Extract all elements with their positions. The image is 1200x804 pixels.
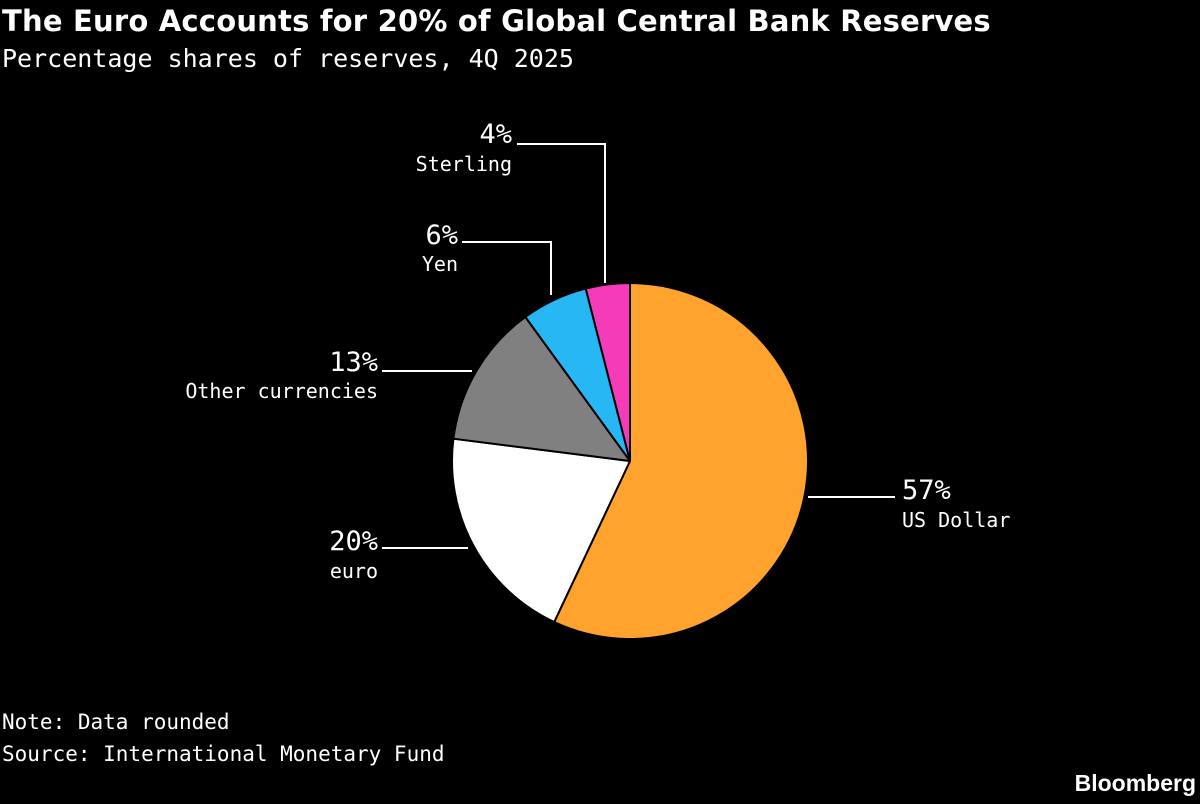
chart-source: Source: International Monetary Fund [2,742,445,766]
pie-slices [450,282,809,640]
pie-labels: 57%US Dollar 20%euro 13%Other currencies 6%… [185,119,1010,583]
slice-value-label-euro: 20% [329,526,378,557]
pie-slice-euro [450,437,631,624]
pie-chart: 57%US Dollar 20%euro 13%Other currencies 6%… [185,119,1010,640]
chart-subtitle: Percentage shares of reserves, 4Q 2025 [2,44,574,73]
slice-name-label-yen: Yen [422,252,458,276]
pie-slice-us-dollar [553,282,809,640]
slice-name-label-other-currencies: Other currencies [185,379,378,403]
slice-value-label-sterling: 4% [479,119,512,150]
pie-leader-lines [382,143,895,549]
slice-value-label-yen: 6% [425,220,458,251]
leader-line-yen [462,241,552,295]
pie-slice-sterling [584,282,631,462]
chart-title: The Euro Accounts for 20% of Global Cent… [2,4,991,38]
slice-value-label-us-dollar: 57% [902,475,951,506]
chart-note: Note: Data rounded [2,710,230,734]
slice-name-label-euro: euro [330,559,378,583]
leader-line-sterling [517,143,606,283]
bloomberg-logo: Bloomberg [1074,770,1196,796]
slice-name-label-us-dollar: US Dollar [902,508,1010,532]
pie-slice-other-currencies [452,315,631,462]
slice-value-label-other-currencies: 13% [329,347,378,378]
slice-name-label-sterling: Sterling [416,152,512,176]
